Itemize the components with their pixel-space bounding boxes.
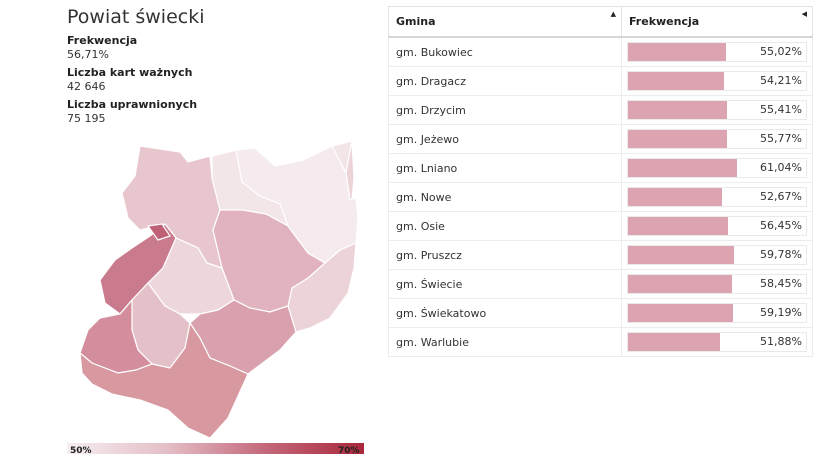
stat-value: 56,71% — [67, 48, 109, 61]
table-header-row: Gmina ▲ Frekwencja ◀ — [388, 6, 813, 38]
turnout-value: 55,02% — [760, 45, 802, 58]
turnout-cell: 59,19% — [621, 298, 813, 328]
turnout-bar-fill — [628, 217, 729, 235]
sort-left-icon[interactable]: ◀ — [801, 10, 807, 18]
column-header-frekwencja[interactable]: Frekwencja ◀ — [621, 6, 813, 38]
turnout-value: 56,45% — [760, 219, 802, 232]
gmina-name-cell: gm. Bukowiec — [388, 36, 622, 67]
turnout-bar-fill — [628, 43, 726, 61]
column-header-label: Frekwencja — [629, 15, 700, 28]
legend-min-label: 50% — [70, 446, 92, 456]
turnout-bar-fill — [628, 130, 728, 148]
sort-asc-icon[interactable]: ▲ — [610, 10, 616, 18]
stat-valid-ballots: Liczba kart ważnych 42 646 — [67, 65, 367, 94]
turnout-bar-track: 59,19% — [627, 303, 807, 323]
summary-panel: Powiat świecki Frekwencja 56,71% Liczba … — [67, 4, 367, 126]
results-table: Gmina ▲ Frekwencja ◀ gm. Bukowiec 55,02% g… — [388, 6, 813, 357]
turnout-bar-fill — [628, 333, 721, 351]
turnout-cell: 58,45% — [621, 269, 813, 299]
table-body: gm. Bukowiec 55,02% gm. Dragacz 54,21% gm. D… — [388, 36, 813, 357]
stat-label: Frekwencja — [67, 34, 138, 47]
table-row[interactable]: gm. Warlubie 51,88% — [388, 327, 813, 357]
turnout-value: 54,21% — [760, 74, 802, 87]
stat-eligible-voters: Liczba uprawnionych 75 195 — [67, 97, 367, 126]
gmina-name-cell: gm. Dragacz — [388, 66, 622, 96]
gmina-name-cell: gm. Świekatowo — [388, 298, 622, 328]
gmina-name-cell: gm. Osie — [388, 211, 622, 241]
gmina-name-cell: gm. Drzycim — [388, 95, 622, 125]
turnout-cell: 61,04% — [621, 153, 813, 183]
turnout-cell: 52,67% — [621, 182, 813, 212]
table-row[interactable]: gm. Świekatowo 59,19% — [388, 298, 813, 328]
turnout-value: 58,45% — [760, 277, 802, 290]
turnout-cell: 55,77% — [621, 124, 813, 154]
gmina-name-cell: gm. Jeżewo — [388, 124, 622, 154]
map-region-warlubie[interactable] — [235, 145, 359, 264]
stat-turnout: Frekwencja 56,71% — [67, 33, 367, 62]
column-header-label: Gmina — [396, 15, 436, 28]
turnout-bar-fill — [628, 188, 722, 206]
gmina-name-cell: gm. Pruszcz — [388, 240, 622, 270]
turnout-bar-track: 52,67% — [627, 187, 807, 207]
turnout-bar-track: 58,45% — [627, 274, 807, 294]
stat-value: 42 646 — [67, 80, 106, 93]
turnout-bar-track: 59,78% — [627, 245, 807, 265]
turnout-value: 59,19% — [760, 306, 802, 319]
turnout-cell: 56,45% — [621, 211, 813, 241]
turnout-bar-track: 55,02% — [627, 42, 807, 62]
turnout-value: 61,04% — [760, 161, 802, 174]
table-row[interactable]: gm. Nowe 52,67% — [388, 182, 813, 212]
stat-label: Liczba kart ważnych — [67, 66, 193, 79]
turnout-bar-fill — [628, 304, 734, 322]
turnout-bar-track: 54,21% — [627, 71, 807, 91]
table-row[interactable]: gm. Osie 56,45% — [388, 211, 813, 241]
stat-label: Liczba uprawnionych — [67, 98, 198, 111]
turnout-value: 51,88% — [760, 335, 802, 348]
turnout-cell: 51,88% — [621, 327, 813, 357]
turnout-value: 55,77% — [760, 132, 802, 145]
turnout-bar-fill — [628, 275, 733, 293]
gmina-name-cell: gm. Nowe — [388, 182, 622, 212]
column-header-gmina[interactable]: Gmina ▲ — [388, 6, 622, 38]
turnout-bar-fill — [628, 72, 725, 90]
turnout-bar-fill — [628, 159, 737, 177]
table-row[interactable]: gm. Drzycim 55,41% — [388, 95, 813, 125]
gmina-name-cell: gm. Lniano — [388, 153, 622, 183]
gmina-name-cell: gm. Warlubie — [388, 327, 622, 357]
table-row[interactable]: gm. Świecie 58,45% — [388, 269, 813, 299]
turnout-cell: 54,21% — [621, 66, 813, 96]
turnout-value: 59,78% — [760, 248, 802, 261]
turnout-value: 52,67% — [760, 190, 802, 203]
turnout-cell: 59,78% — [621, 240, 813, 270]
legend-max-label: 70% — [338, 446, 360, 456]
legend-gradient — [67, 443, 364, 454]
turnout-cell: 55,02% — [621, 36, 813, 67]
turnout-bar-track: 55,77% — [627, 129, 807, 149]
table-row[interactable]: gm. Jeżewo 55,77% — [388, 124, 813, 154]
turnout-bar-track: 61,04% — [627, 158, 807, 178]
table-row[interactable]: gm. Dragacz 54,21% — [388, 66, 813, 96]
turnout-value: 55,41% — [760, 103, 802, 116]
table-row[interactable]: gm. Bukowiec 55,02% — [388, 36, 813, 67]
turnout-bar-track: 51,88% — [627, 332, 807, 352]
stat-value: 75 195 — [67, 112, 106, 125]
turnout-bar-track: 56,45% — [627, 216, 807, 236]
map-region-lniano-hilite[interactable] — [146, 223, 171, 241]
table-row[interactable]: gm. Pruszcz 59,78% — [388, 240, 813, 270]
page-title: Powiat świecki — [67, 6, 205, 28]
turnout-bar-fill — [628, 246, 735, 264]
turnout-cell: 55,41% — [621, 95, 813, 125]
gmina-name-cell: gm. Świecie — [388, 269, 622, 299]
map-region-osie[interactable] — [79, 321, 249, 439]
turnout-bar-track: 55,41% — [627, 100, 807, 120]
turnout-bar-fill — [628, 101, 727, 119]
choropleth-map — [79, 140, 359, 439]
table-row[interactable]: gm. Lniano 61,04% — [388, 153, 813, 183]
